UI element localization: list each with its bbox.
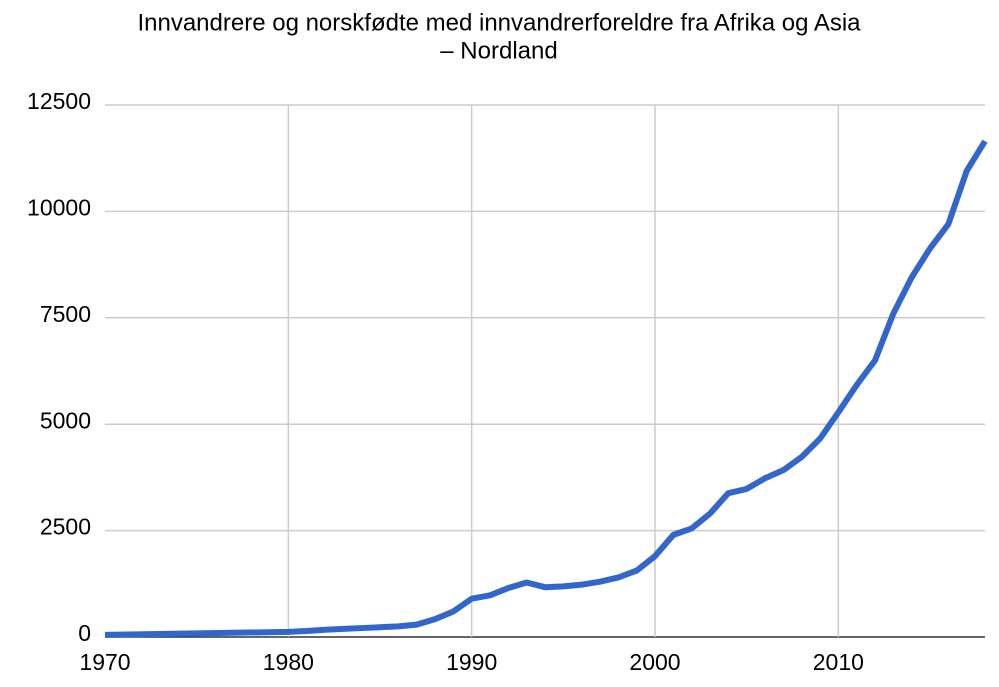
y-tick-label: 2500 bbox=[40, 514, 91, 540]
x-tick-label: 1990 bbox=[446, 649, 497, 675]
y-tick-label: 10000 bbox=[27, 194, 91, 220]
x-tick-label: 2010 bbox=[813, 649, 864, 675]
chart-title: Innvandrere og norskfødte med innvandrer… bbox=[137, 9, 861, 36]
x-tick-label: 1980 bbox=[263, 649, 314, 675]
x-tick-label: 1970 bbox=[79, 649, 130, 675]
y-tick-label: 0 bbox=[78, 620, 91, 646]
y-tick-label: 5000 bbox=[40, 407, 91, 433]
data-line bbox=[104, 139, 988, 638]
y-tick-label: 12500 bbox=[27, 88, 91, 114]
y-tick-label: 7500 bbox=[40, 301, 91, 327]
chart-title: – Nordland bbox=[440, 37, 557, 64]
x-tick-label: 2000 bbox=[629, 649, 680, 675]
